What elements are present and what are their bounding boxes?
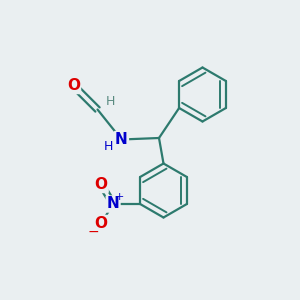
Text: +: + — [115, 191, 124, 202]
Text: O: O — [67, 78, 80, 93]
Text: N: N — [107, 196, 119, 211]
Text: O: O — [94, 216, 108, 231]
Text: H: H — [104, 140, 114, 154]
Text: O: O — [94, 177, 108, 192]
Text: H: H — [105, 94, 115, 108]
Text: −: − — [88, 225, 99, 239]
Text: N: N — [115, 132, 128, 147]
